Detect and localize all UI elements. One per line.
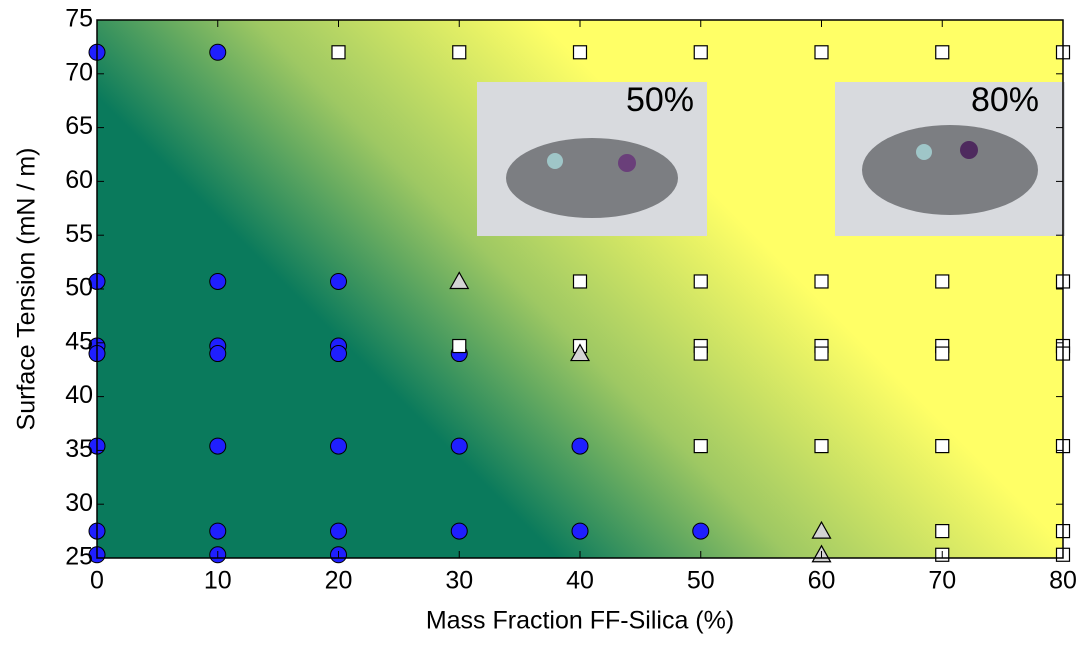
x-axis-label: Mass Fraction FF-Silica (%)	[426, 607, 734, 635]
x-tick-label: 10	[204, 567, 232, 595]
wetting-point	[451, 523, 467, 539]
y-tick-label: 65	[65, 112, 93, 140]
non-wetting-point	[936, 347, 949, 360]
inset-label: 50%	[626, 81, 694, 119]
non-wetting-point	[694, 46, 707, 59]
non-wetting-point	[694, 347, 707, 360]
wetting-point	[572, 523, 588, 539]
wetting-point	[451, 438, 467, 454]
wetting-point	[693, 523, 709, 539]
wetting-point	[331, 438, 347, 454]
wetting-point	[331, 523, 347, 539]
non-wetting-point	[936, 275, 949, 288]
y-tick-label: 70	[65, 58, 93, 86]
y-tick-label: 55	[65, 220, 93, 248]
x-tick-label: 0	[90, 567, 104, 595]
chart: 50% 80% Mass Fraction FF-Silica (%) Surf…	[0, 0, 1085, 641]
y-tick-label: 30	[65, 489, 93, 517]
non-wetting-point	[574, 46, 587, 59]
wetting-point	[210, 273, 226, 289]
inset-photo: 80%	[835, 81, 1065, 236]
non-wetting-point	[936, 440, 949, 453]
inset-photo: 50%	[477, 81, 707, 236]
inset-label: 80%	[971, 81, 1039, 119]
y-tick-label: 50	[65, 274, 93, 302]
x-tick-label: 20	[325, 567, 353, 595]
wetting-point	[210, 523, 226, 539]
x-tick-label: 30	[445, 567, 473, 595]
non-wetting-point	[815, 275, 828, 288]
y-tick-label: 40	[65, 381, 93, 409]
wetting-point	[210, 346, 226, 362]
y-tick-label: 60	[65, 166, 93, 194]
y-tick-label: 35	[65, 435, 93, 463]
wetting-point	[331, 273, 347, 289]
wetting-point	[572, 438, 588, 454]
x-tick-label: 60	[808, 567, 836, 595]
non-wetting-point	[453, 340, 466, 353]
non-wetting-point	[936, 525, 949, 538]
non-wetting-point	[453, 46, 466, 59]
non-wetting-point	[815, 46, 828, 59]
x-tick-label: 40	[566, 567, 594, 595]
non-wetting-point	[332, 46, 345, 59]
wetting-point	[331, 346, 347, 362]
wetting-point	[210, 44, 226, 60]
x-tick-label: 70	[928, 567, 956, 595]
non-wetting-point	[936, 46, 949, 59]
y-tick-label: 45	[65, 327, 93, 355]
non-wetting-point	[815, 347, 828, 360]
non-wetting-point	[694, 440, 707, 453]
wetting-point	[210, 438, 226, 454]
y-tick-label: 75	[65, 5, 93, 33]
x-tick-label: 80	[1049, 567, 1077, 595]
page: 50% 80% Mass Fraction FF-Silica (%) Surf…	[0, 0, 1085, 646]
non-wetting-point	[815, 440, 828, 453]
x-tick-label: 50	[687, 567, 715, 595]
non-wetting-point	[574, 275, 587, 288]
y-axis-label: Surface Tension (mN / m)	[13, 148, 41, 431]
y-tick-label: 25	[65, 543, 93, 571]
non-wetting-point	[694, 275, 707, 288]
